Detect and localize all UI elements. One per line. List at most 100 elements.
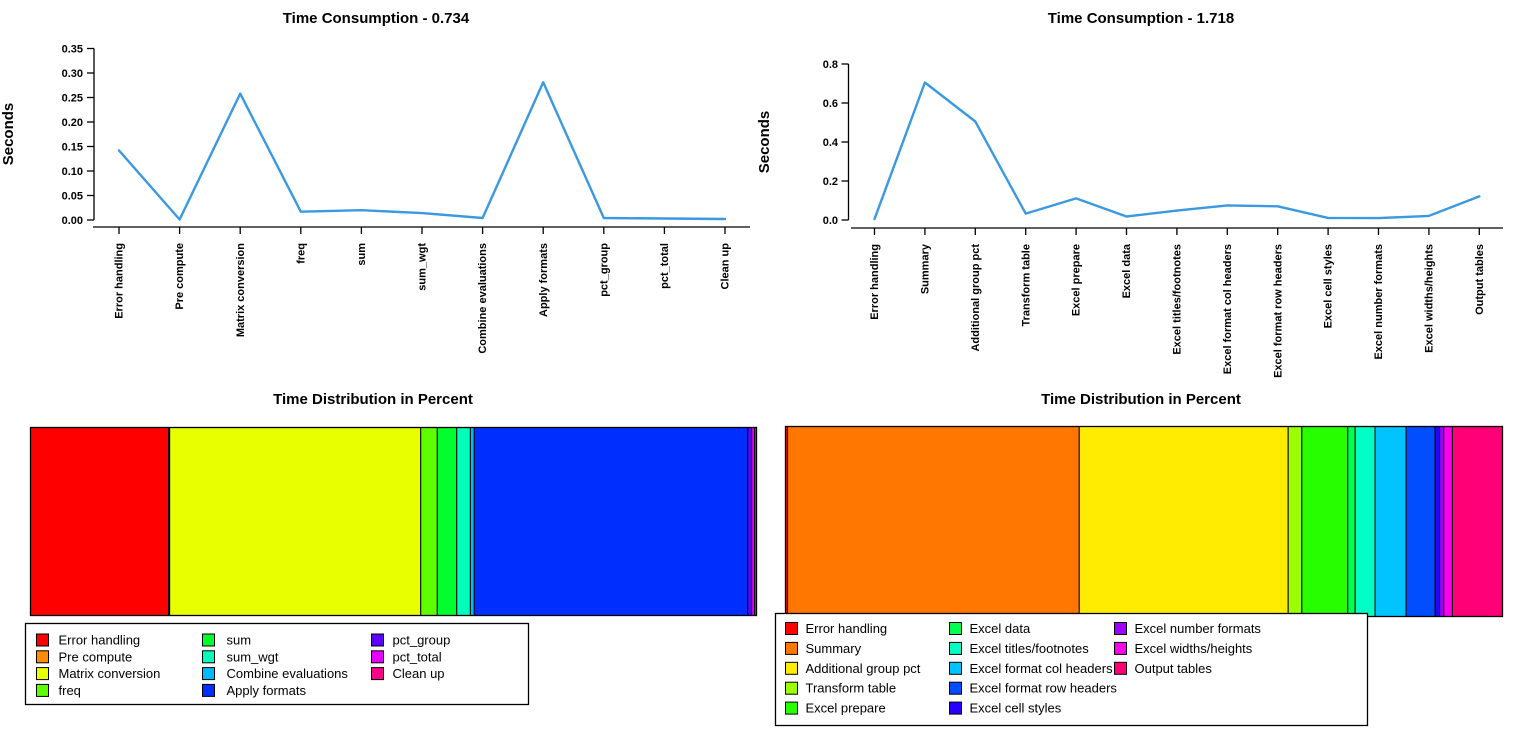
legend-item-clean-up: Clean up (371, 666, 445, 681)
legend-item-error-handling: Error handling (785, 621, 888, 636)
bar-segment-excel-number-formats (1439, 426, 1445, 617)
legend-label: Error handling (59, 633, 141, 648)
legend-label: Apply formats (227, 683, 307, 698)
x-category-label: Transform table (1020, 244, 1032, 327)
legend-label: pct_group (393, 633, 451, 648)
legend-item-freq: freq (36, 683, 81, 698)
legend-item-excel-cell-styles: Excel cell styles (949, 701, 1062, 716)
y-tick-label: 0.10 (62, 166, 83, 178)
legend-swatch (785, 701, 798, 715)
x-category-label: Apply formats (538, 243, 550, 317)
bar-outline (29, 426, 758, 617)
legend-label: Excel widths/heights (1135, 641, 1253, 656)
y-tick-label: 0.20 (62, 117, 83, 129)
y-axis-label: Seconds (0, 103, 17, 166)
x-category-label: freq (295, 243, 307, 264)
bar-segment-excel-data (1347, 426, 1356, 617)
legend-label: sum (227, 633, 252, 648)
legend-item-excel-data: Excel data (949, 621, 1031, 636)
y-tick-label: 0.25 (62, 93, 83, 105)
bar-segment-matrix-conversion (169, 427, 422, 616)
legend-swatch (949, 701, 962, 715)
x-category-label: Combine evaluations (477, 243, 489, 354)
y-tick-label: 0.30 (62, 68, 83, 80)
bar-segment-sum-wgt (456, 427, 471, 616)
bar-segment-excel-cell-styles (1434, 426, 1441, 617)
legend-swatch (785, 622, 798, 635)
legend-item-sum: sum (202, 633, 252, 648)
x-category-label: Clean up (720, 243, 732, 290)
x-category-label: Error handling (114, 243, 126, 319)
legend-label: Excel data (970, 621, 1031, 636)
x-category-label: Additional group pct (970, 244, 982, 352)
data-line (117, 81, 727, 221)
x-category-label: Excel widths/heights (1424, 244, 1436, 353)
legend-item-transform-table: Transform table (785, 681, 897, 696)
legend-item-sum-wgt: sum_wgt (202, 649, 279, 664)
y-tick-label: 0.35 (62, 44, 83, 56)
chart-title: Time Distribution in Percent (1041, 391, 1241, 408)
bar-segment-excel-prepare (1301, 426, 1349, 617)
y-tick-label: 0.4 (823, 137, 839, 149)
legend-label: Error handling (806, 621, 888, 636)
legend-swatch (371, 633, 384, 647)
legend-swatch (36, 667, 49, 681)
bar-segment-summary (787, 426, 1080, 617)
y-tick-label: 0.2 (823, 176, 838, 188)
legend-label: Excel format row headers (970, 681, 1118, 696)
x-category-label: Excel format col headers (1222, 244, 1234, 374)
time-consumption-left: Time Consumption - 0.734 Seconds 0.00 0.05 0… (0, 10, 750, 354)
y-tick-label: 0.15 (62, 142, 83, 154)
legend-swatch (36, 633, 49, 647)
legend-item-output-tables: Output tables (1114, 661, 1212, 676)
legend-label: Matrix conversion (59, 666, 161, 681)
legend-swatch (785, 641, 798, 655)
x-category-label: sum_wgt (417, 243, 429, 291)
legend-label: Excel number formats (1135, 621, 1262, 636)
x-category-label: Excel prepare (1071, 244, 1083, 316)
legend-swatch (949, 622, 962, 635)
bar-segment-output-tables (1451, 426, 1503, 617)
legend-label: Combine evaluations (227, 666, 349, 681)
y-tick-label: 0.00 (62, 215, 83, 227)
legend-label: Additional group pct (806, 661, 921, 676)
legend-swatch (1114, 661, 1127, 675)
legend-item-summary: Summary (785, 641, 862, 656)
legend-item-excel-format-row-headers: Excel format row headers (949, 681, 1118, 696)
legend-item-additional-group-pct: Additional group pct (785, 661, 921, 676)
legend-swatch (785, 681, 798, 695)
y-tick-label: 0.0 (823, 215, 838, 227)
legend-item-combine-evaluations: Combine evaluations (202, 666, 349, 681)
legend-item-pct-total: pct_total (371, 649, 442, 664)
bar-segment-excel-format-col-headers (1374, 426, 1407, 617)
legend-swatch (202, 667, 215, 681)
bar-segment-error-handling (30, 427, 170, 616)
y-tick-label: 0.6 (823, 98, 838, 110)
time-distribution-right: Time Distribution in Percent Error handli… (774, 391, 1504, 727)
legend-label: Pre compute (59, 649, 133, 664)
bar-segment-freq (420, 427, 438, 616)
legend-box (24, 622, 530, 706)
legend-swatch (36, 650, 49, 664)
legend-item-excel-widths-heights: Excel widths/heights (1114, 641, 1253, 656)
y-tick-label: 0.05 (62, 191, 83, 203)
x-category-label: pct_total (659, 243, 671, 289)
legend-swatch (36, 683, 49, 697)
x-category-label: Excel format row headers (1272, 244, 1284, 378)
legend: Error handling Summary Additional group pc… (774, 612, 1369, 727)
x-category-label: Matrix conversion (235, 243, 247, 337)
time-distribution-left: Time Distribution in Percent Error handli… (24, 391, 758, 706)
x-category-label: Excel titles/footnotes (1172, 244, 1184, 355)
legend-label: Transform table (806, 681, 897, 696)
legend-item-pct-group: pct_group (371, 633, 451, 648)
legend-item-excel-titles-footnotes: Excel titles/footnotes (949, 641, 1089, 656)
bar-segment-excel-widths-heights (1443, 426, 1453, 617)
legend-swatch (949, 661, 962, 675)
legend-label: Excel format col headers (970, 661, 1114, 676)
time-consumption-right: Time Consumption - 1.718 Seconds 0.0 0.2 0.4… (756, 10, 1503, 378)
y-tick-label: 0.8 (823, 59, 838, 71)
legend-label: pct_total (393, 649, 442, 664)
